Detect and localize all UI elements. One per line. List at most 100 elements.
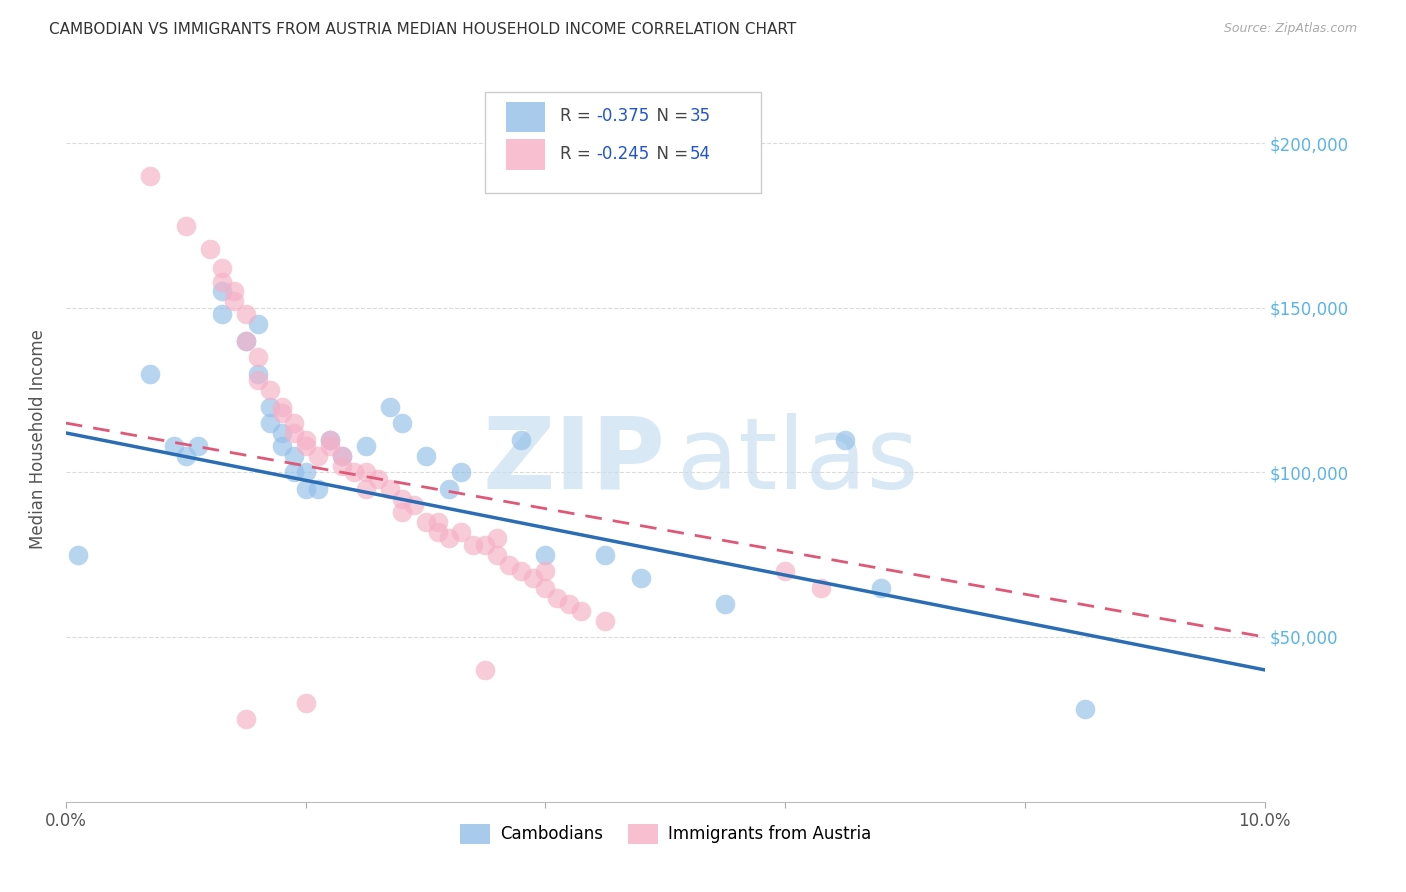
Y-axis label: Median Household Income: Median Household Income: [30, 329, 46, 549]
Point: [246, 350, 269, 364]
Legend: Cambodians, Immigrants from Austria: Cambodians, Immigrants from Austria: [460, 823, 870, 844]
Point: [773, 564, 796, 578]
Point: [534, 564, 557, 578]
Point: [354, 439, 377, 453]
Point: [211, 261, 233, 276]
Point: [294, 482, 316, 496]
Point: [354, 482, 377, 496]
Point: [546, 591, 568, 605]
Point: [534, 548, 557, 562]
Point: [259, 383, 281, 397]
Text: N =: N =: [647, 145, 693, 163]
Point: [66, 548, 89, 562]
Point: [595, 548, 617, 562]
Point: [318, 433, 340, 447]
Point: [318, 439, 340, 453]
Point: [283, 425, 305, 440]
Point: [222, 294, 245, 309]
Point: [571, 604, 593, 618]
Point: [834, 433, 856, 447]
Point: [391, 491, 413, 506]
Point: [378, 482, 401, 496]
Point: [270, 439, 292, 453]
Point: [294, 696, 316, 710]
Point: [307, 449, 329, 463]
Point: [270, 406, 292, 420]
Text: -0.375: -0.375: [596, 107, 650, 125]
Point: [810, 581, 832, 595]
Text: CAMBODIAN VS IMMIGRANTS FROM AUSTRIA MEDIAN HOUSEHOLD INCOME CORRELATION CHART: CAMBODIAN VS IMMIGRANTS FROM AUSTRIA MED…: [49, 22, 796, 37]
Point: [450, 524, 472, 539]
Point: [235, 712, 257, 726]
Point: [139, 367, 162, 381]
Text: N =: N =: [647, 107, 693, 125]
Point: [187, 439, 209, 453]
Point: [534, 581, 557, 595]
FancyBboxPatch shape: [506, 139, 546, 169]
Point: [474, 663, 496, 677]
FancyBboxPatch shape: [485, 92, 761, 194]
Point: [198, 242, 221, 256]
Point: [439, 482, 461, 496]
Point: [283, 449, 305, 463]
Point: [294, 433, 316, 447]
Point: [486, 531, 509, 545]
Point: [354, 466, 377, 480]
Point: [211, 285, 233, 299]
Point: [235, 334, 257, 348]
Point: [259, 416, 281, 430]
Point: [498, 558, 520, 572]
Text: atlas: atlas: [678, 413, 920, 509]
Point: [402, 499, 425, 513]
Point: [330, 449, 353, 463]
Point: [510, 564, 533, 578]
Point: [330, 458, 353, 473]
Point: [486, 548, 509, 562]
Point: [246, 318, 269, 332]
Point: [246, 373, 269, 387]
Point: [595, 614, 617, 628]
Point: [391, 505, 413, 519]
Text: Source: ZipAtlas.com: Source: ZipAtlas.com: [1223, 22, 1357, 36]
Text: 54: 54: [689, 145, 710, 163]
Point: [270, 400, 292, 414]
Point: [510, 433, 533, 447]
Point: [474, 538, 496, 552]
Point: [426, 524, 449, 539]
Point: [222, 285, 245, 299]
Point: [870, 581, 893, 595]
Text: -0.245: -0.245: [596, 145, 650, 163]
Point: [391, 416, 413, 430]
Point: [463, 538, 485, 552]
Text: 35: 35: [689, 107, 710, 125]
FancyBboxPatch shape: [506, 102, 546, 132]
Point: [270, 425, 292, 440]
Point: [1074, 702, 1097, 716]
Point: [235, 307, 257, 321]
Point: [378, 400, 401, 414]
Point: [318, 433, 340, 447]
Point: [558, 597, 581, 611]
Point: [630, 571, 652, 585]
Point: [294, 466, 316, 480]
Point: [283, 466, 305, 480]
Point: [415, 515, 437, 529]
Point: [163, 439, 186, 453]
Text: R =: R =: [560, 107, 596, 125]
Text: ZIP: ZIP: [482, 413, 665, 509]
Point: [174, 449, 197, 463]
Point: [307, 482, 329, 496]
Point: [283, 416, 305, 430]
Point: [330, 449, 353, 463]
Point: [367, 472, 389, 486]
Point: [139, 169, 162, 184]
Point: [522, 571, 544, 585]
Point: [714, 597, 737, 611]
Point: [439, 531, 461, 545]
Point: [235, 334, 257, 348]
Point: [259, 400, 281, 414]
Point: [211, 275, 233, 289]
Point: [174, 219, 197, 233]
Point: [294, 439, 316, 453]
Point: [211, 307, 233, 321]
